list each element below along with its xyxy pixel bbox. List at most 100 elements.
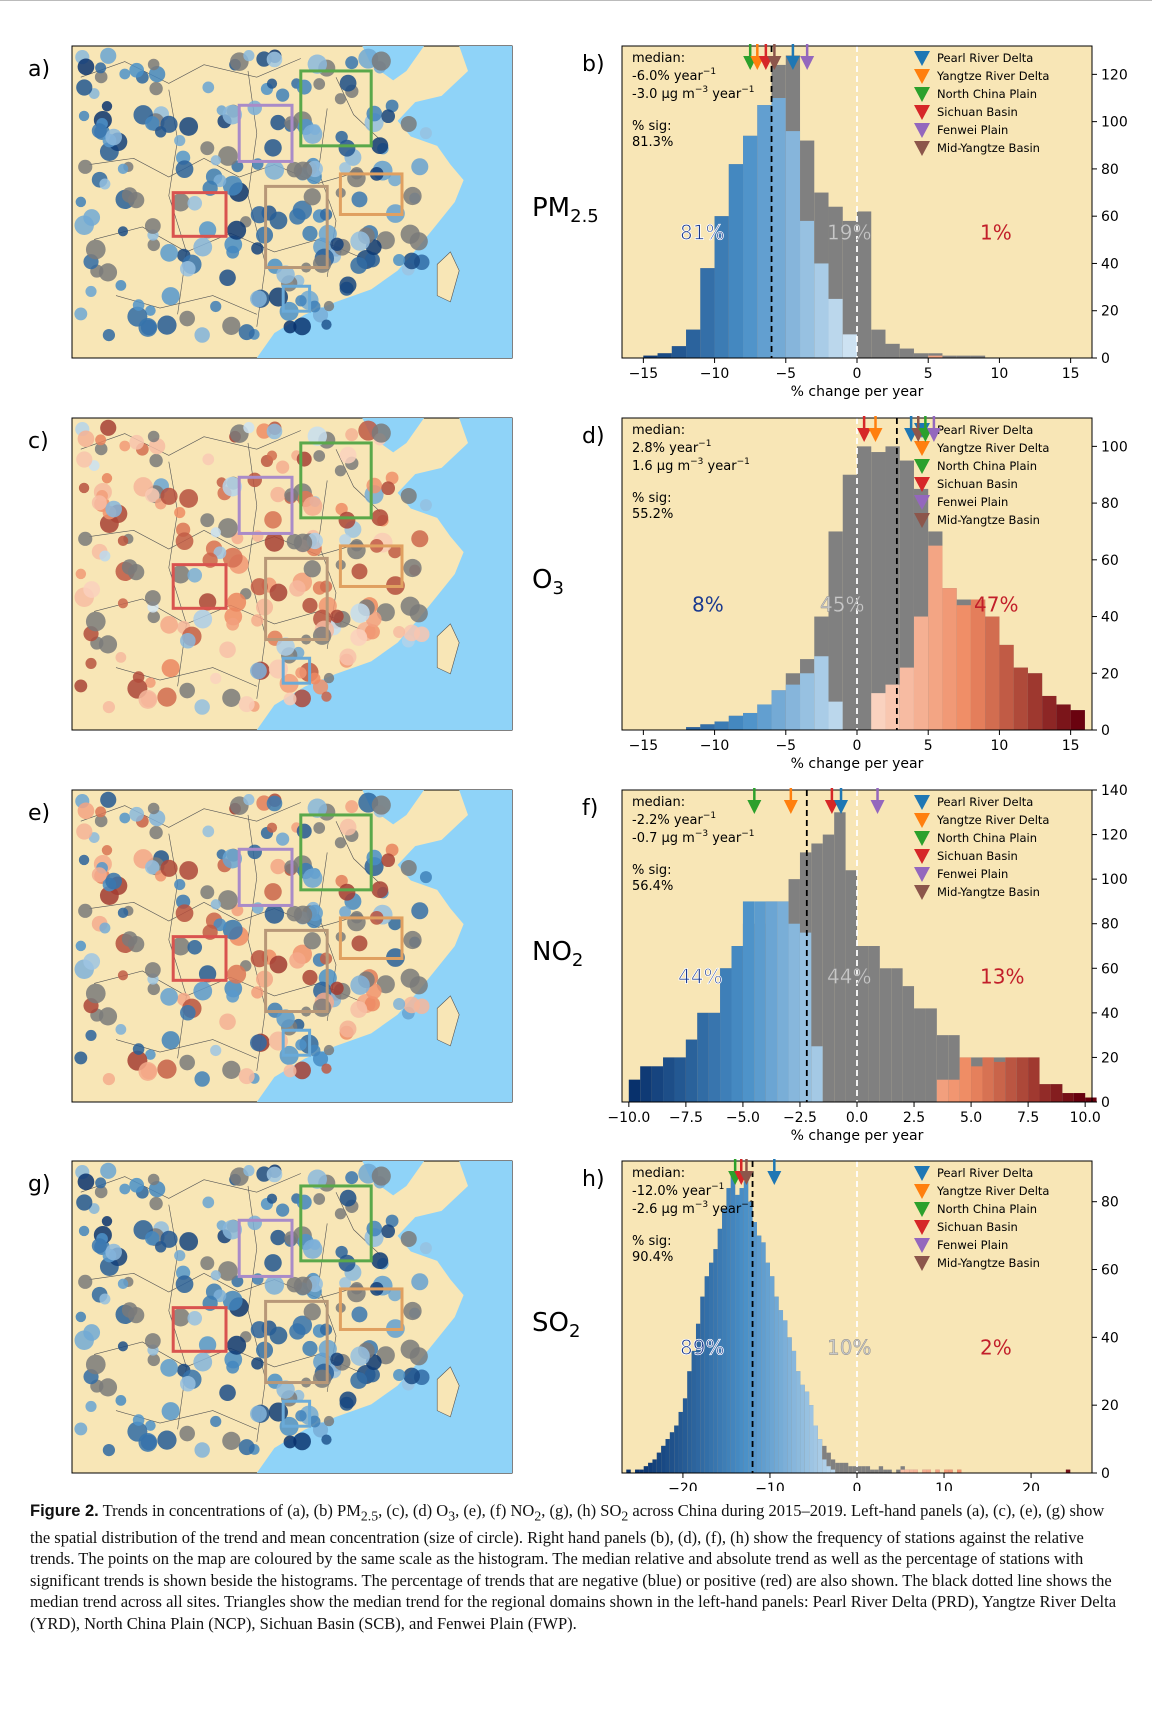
station-point bbox=[171, 193, 190, 212]
bar-significant bbox=[956, 605, 971, 730]
bar-significant bbox=[1042, 695, 1057, 730]
station-point bbox=[180, 1375, 196, 1392]
legend-marker bbox=[914, 1238, 930, 1253]
station-point bbox=[238, 696, 255, 713]
station-point bbox=[95, 806, 107, 818]
station-point bbox=[308, 1415, 321, 1428]
station-point bbox=[276, 1203, 290, 1217]
station-point bbox=[145, 116, 160, 131]
station-point bbox=[351, 191, 368, 208]
legend-marker bbox=[914, 441, 930, 456]
station-point bbox=[161, 287, 180, 306]
station-point bbox=[128, 936, 145, 953]
station-point bbox=[117, 1278, 129, 1290]
station-point bbox=[78, 903, 93, 918]
station-point bbox=[264, 160, 285, 180]
bar-significant bbox=[900, 1469, 905, 1473]
bar-significant bbox=[713, 1249, 718, 1473]
bar-nonsignificant bbox=[871, 329, 886, 358]
region-arrow-head bbox=[785, 56, 800, 70]
station-point bbox=[160, 243, 178, 262]
station-point bbox=[129, 806, 145, 822]
histogram-panel-1: b) PM2.5 −15 −10 −5 0 5 10 15 % change per year 0 2… bbox=[532, 44, 1128, 400]
bar-significant bbox=[817, 1439, 823, 1473]
station-point bbox=[270, 114, 286, 131]
bar-significant bbox=[728, 715, 744, 730]
station-point bbox=[400, 859, 417, 876]
legend-marker bbox=[914, 795, 930, 810]
y-tick-label: 40 bbox=[1101, 256, 1119, 272]
caption-title: Figure 2. bbox=[30, 1502, 99, 1520]
bar-nonsignificant bbox=[874, 1469, 879, 1473]
region-arrow-head bbox=[739, 1171, 754, 1185]
bar-nonsignificant bbox=[843, 1462, 849, 1473]
station-point bbox=[210, 1415, 222, 1428]
bar-nonsignificant bbox=[845, 870, 857, 1102]
station-point bbox=[94, 814, 108, 828]
bar-significant bbox=[771, 98, 786, 358]
station-point bbox=[295, 295, 307, 307]
legend-marker bbox=[914, 885, 930, 900]
station-point bbox=[98, 635, 118, 654]
bar-significant bbox=[1028, 1057, 1040, 1102]
station-point bbox=[129, 434, 145, 450]
station-point bbox=[98, 263, 118, 282]
median-relative: -6.0% year−1 bbox=[632, 67, 716, 84]
station-point bbox=[117, 226, 129, 237]
legend-label: North China Plain bbox=[937, 831, 1037, 845]
station-point bbox=[419, 127, 432, 140]
station-point bbox=[222, 848, 243, 869]
map-panel-3: e) bbox=[28, 789, 513, 1103]
map-panel-label: g) bbox=[28, 1172, 51, 1197]
bar-nonsignificant bbox=[822, 834, 835, 1102]
station-point bbox=[117, 535, 129, 547]
station-point bbox=[78, 1225, 90, 1237]
station-point bbox=[339, 1391, 357, 1409]
station-point bbox=[302, 969, 318, 986]
station-point bbox=[144, 962, 161, 978]
pct-negative: 89% bbox=[680, 1335, 724, 1359]
bar-nonsignificant bbox=[871, 452, 886, 730]
bar-nonsignificant bbox=[868, 946, 880, 1102]
x-tick-label: 10 bbox=[935, 1481, 953, 1491]
bar-significant bbox=[1039, 1084, 1051, 1102]
station-point bbox=[78, 482, 90, 494]
legend-marker bbox=[914, 513, 930, 528]
bar-significant bbox=[791, 1350, 797, 1473]
bar-significant bbox=[957, 1469, 962, 1473]
station-point bbox=[174, 1249, 186, 1262]
station-point bbox=[266, 78, 278, 89]
x-tick-label: 2.5 bbox=[903, 1110, 925, 1126]
bar-significant bbox=[714, 721, 729, 730]
station-point bbox=[289, 1323, 306, 1340]
station-point bbox=[95, 434, 107, 446]
station-point bbox=[147, 982, 160, 996]
station-point bbox=[180, 1004, 196, 1021]
station-point bbox=[313, 450, 326, 462]
legend-label: Yangtze River Delta bbox=[936, 813, 1049, 827]
station-point bbox=[276, 1009, 295, 1028]
bar-significant bbox=[828, 701, 843, 730]
region-box-ncp bbox=[299, 69, 373, 148]
station-point bbox=[268, 1402, 289, 1422]
bar-significant bbox=[748, 1201, 753, 1473]
bar-nonsignificant bbox=[839, 1462, 844, 1473]
region-box-prd bbox=[281, 284, 312, 313]
bar-significant bbox=[913, 1469, 918, 1473]
station-point bbox=[218, 890, 238, 910]
station-point bbox=[400, 1230, 417, 1247]
station-point bbox=[400, 487, 417, 504]
station-point bbox=[409, 604, 428, 623]
station-point bbox=[147, 430, 160, 443]
legend-label: Fenwei Plain bbox=[937, 1238, 1008, 1252]
province-border bbox=[80, 1173, 301, 1199]
station-point bbox=[250, 662, 267, 680]
station-point bbox=[117, 907, 129, 919]
station-point bbox=[147, 610, 160, 624]
station-point bbox=[200, 885, 215, 900]
legend-marker bbox=[914, 831, 930, 846]
station-point bbox=[78, 854, 90, 866]
station-point bbox=[100, 1162, 117, 1179]
sig-value: 81.3% bbox=[632, 135, 673, 150]
legend-label: Fenwei Plain bbox=[937, 867, 1008, 881]
